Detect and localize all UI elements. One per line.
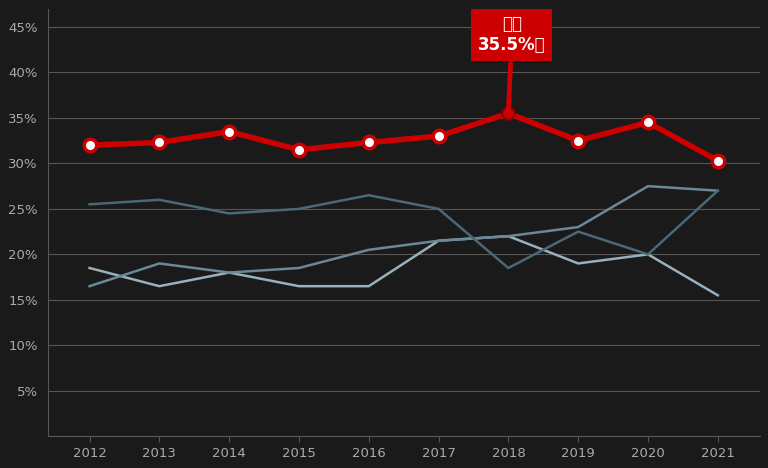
Text: 日野
35.5%！: 日野 35.5%！ bbox=[478, 15, 546, 108]
